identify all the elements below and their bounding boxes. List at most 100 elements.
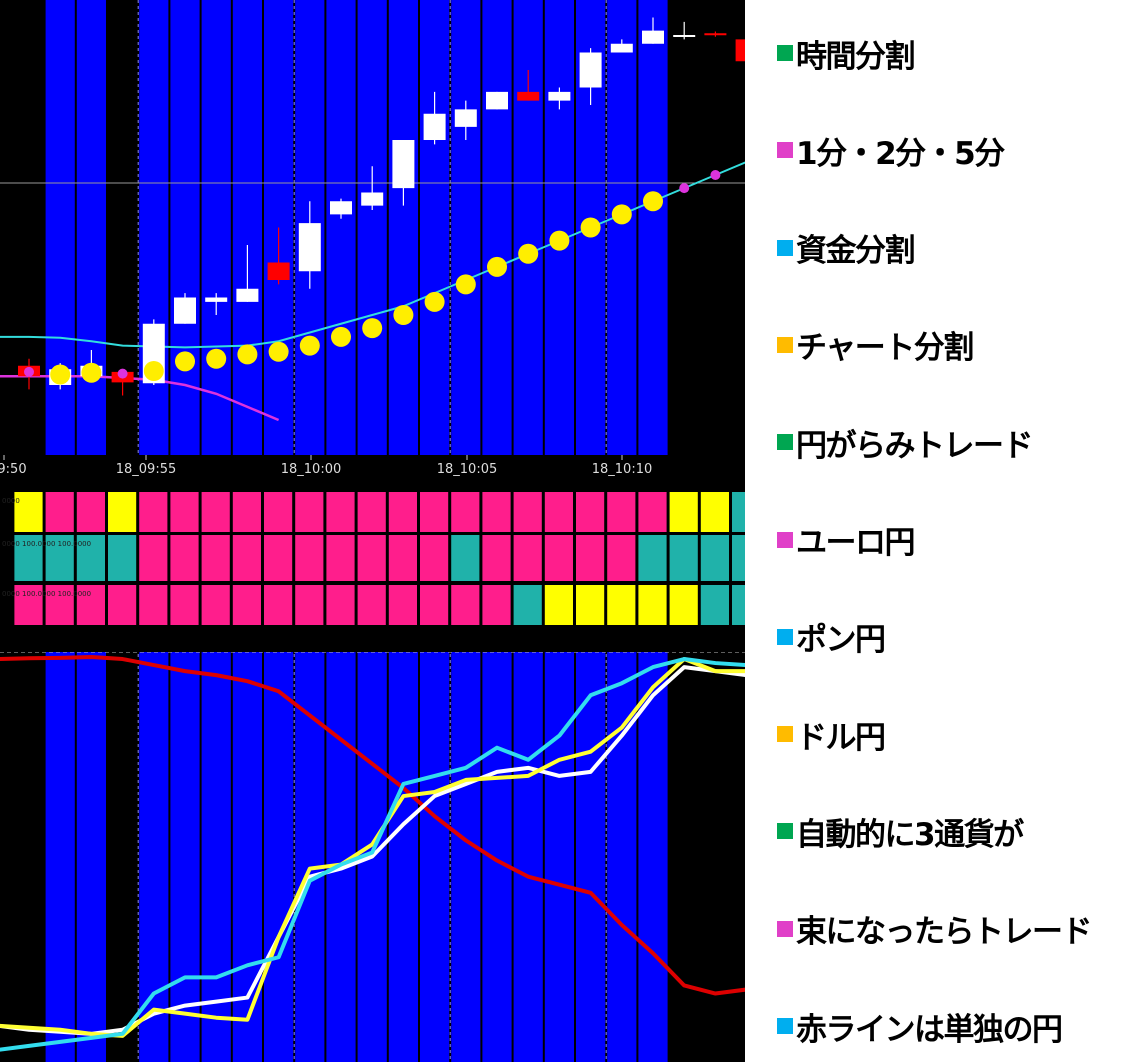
signal-cell bbox=[76, 535, 105, 581]
signal-cell bbox=[388, 585, 417, 625]
signal-cell bbox=[357, 535, 386, 581]
candle-body bbox=[267, 262, 290, 280]
magenta-dot bbox=[24, 366, 34, 377]
time-label: 18_10:05 bbox=[437, 462, 498, 477]
signal-cell bbox=[357, 492, 386, 532]
candle-body bbox=[454, 109, 477, 127]
legend-swatch-icon bbox=[777, 239, 793, 256]
signal-cell bbox=[14, 492, 43, 532]
legend-swatch-icon bbox=[777, 823, 793, 840]
signal-cell bbox=[607, 535, 636, 581]
yellow-dot bbox=[331, 326, 351, 347]
candle-body bbox=[423, 113, 446, 140]
legend-swatch-icon bbox=[777, 531, 793, 548]
signal-cell bbox=[732, 585, 745, 625]
signal-cell bbox=[108, 535, 137, 581]
signal-cell bbox=[420, 585, 449, 625]
yellow-dot bbox=[175, 351, 195, 372]
signal-cell bbox=[638, 535, 667, 581]
yellow-dot bbox=[455, 274, 476, 295]
signal-cell bbox=[700, 492, 729, 532]
yellow-dot bbox=[611, 204, 632, 225]
red-line bbox=[0, 655, 745, 996]
signal-cell bbox=[201, 492, 230, 532]
signal-cell bbox=[451, 585, 480, 625]
legend-swatch-icon bbox=[777, 336, 793, 353]
magenta-dot bbox=[710, 170, 721, 180]
yellow-dot bbox=[362, 318, 383, 339]
signal-cell bbox=[108, 585, 137, 625]
signal-cell bbox=[326, 492, 355, 532]
signal-cell bbox=[201, 585, 230, 625]
legend-swatch-icon bbox=[777, 726, 793, 743]
signal-cell bbox=[76, 585, 105, 625]
magenta-line bbox=[0, 375, 280, 422]
candle-body bbox=[548, 91, 571, 101]
signal-cell bbox=[451, 492, 480, 532]
legend-swatch-icon bbox=[777, 434, 793, 451]
yellow-dot bbox=[206, 348, 227, 369]
time-axis-bg bbox=[0, 455, 745, 479]
legend-label: ドル円 bbox=[796, 719, 886, 756]
signal-cell bbox=[451, 535, 480, 581]
yellow-dot bbox=[487, 256, 507, 277]
yellow-dot bbox=[580, 217, 601, 238]
signal-cell bbox=[700, 535, 729, 581]
signal-cell bbox=[295, 535, 324, 581]
signal-cell bbox=[76, 492, 105, 532]
signal-cell bbox=[170, 585, 199, 625]
signal-cell bbox=[732, 492, 745, 532]
candle-body bbox=[704, 33, 727, 36]
legend-label: チャート分割 bbox=[796, 330, 974, 367]
legend-label: 1分・2分・5分 bbox=[796, 135, 1005, 172]
candle-body bbox=[735, 39, 745, 62]
signal-cell bbox=[513, 492, 542, 532]
signal-cell bbox=[326, 585, 355, 625]
candle-body bbox=[330, 201, 352, 215]
signal-cell bbox=[607, 492, 636, 532]
signal-cell bbox=[170, 492, 199, 532]
legend-label: 赤ラインは単独の円 bbox=[796, 1011, 1063, 1048]
signal-cell bbox=[264, 535, 293, 581]
signal-cell bbox=[14, 585, 43, 625]
signal-cell bbox=[732, 535, 745, 581]
signal-cell bbox=[139, 492, 168, 532]
trading-chart[interactable]: 9:50 18_09:55 18_10:00 18_10:05 18_10:10 000… bbox=[0, 0, 745, 1062]
signal-cell bbox=[482, 492, 511, 532]
legend-item: ユーロ円 bbox=[777, 515, 916, 565]
legend-item: 資金分割 bbox=[777, 223, 916, 273]
legend-label: 円がらみトレード bbox=[796, 427, 1034, 464]
legend-item: 自動的に3通貨が bbox=[777, 806, 1024, 856]
signal-cell bbox=[232, 535, 261, 581]
chart-canvas: 9:50 18_09:55 18_10:00 18_10:05 18_10:10 000… bbox=[0, 0, 745, 1062]
candle-body bbox=[517, 91, 540, 101]
yellow-dot bbox=[268, 341, 289, 362]
legend-item: 円がらみトレード bbox=[777, 417, 1034, 467]
candle-body bbox=[205, 297, 228, 302]
signal-cell bbox=[669, 492, 698, 532]
candle-body bbox=[392, 140, 415, 189]
signal-cell bbox=[14, 535, 43, 581]
yellow-dot bbox=[518, 243, 539, 264]
magenta-dot bbox=[679, 183, 690, 194]
legend-label: 時間分割 bbox=[796, 38, 916, 75]
signal-cell bbox=[482, 585, 511, 625]
yellow-dot bbox=[50, 364, 71, 385]
legend-label: 資金分割 bbox=[796, 233, 916, 270]
signal-cell bbox=[388, 492, 417, 532]
signal-cell bbox=[544, 585, 573, 625]
legend-item: チャート分割 bbox=[777, 320, 974, 370]
legend-label: 自動的に3通貨が bbox=[796, 816, 1024, 853]
legend-item: ポン円 bbox=[777, 612, 886, 662]
signal-cell bbox=[638, 585, 667, 625]
signal-row-value: 0000 100.0000 100.0000 bbox=[2, 590, 91, 598]
signal-cell bbox=[576, 492, 605, 532]
yellow-dot bbox=[143, 361, 164, 381]
legend-label: 束になったらトレード bbox=[796, 914, 1093, 951]
signal-cell bbox=[576, 535, 605, 581]
signal-cell bbox=[513, 535, 542, 581]
signal-cell bbox=[108, 492, 137, 532]
legend-item: 時間分割 bbox=[777, 28, 916, 78]
legend-item: 1分・2分・5分 bbox=[777, 125, 1005, 175]
signal-cell bbox=[357, 585, 386, 625]
